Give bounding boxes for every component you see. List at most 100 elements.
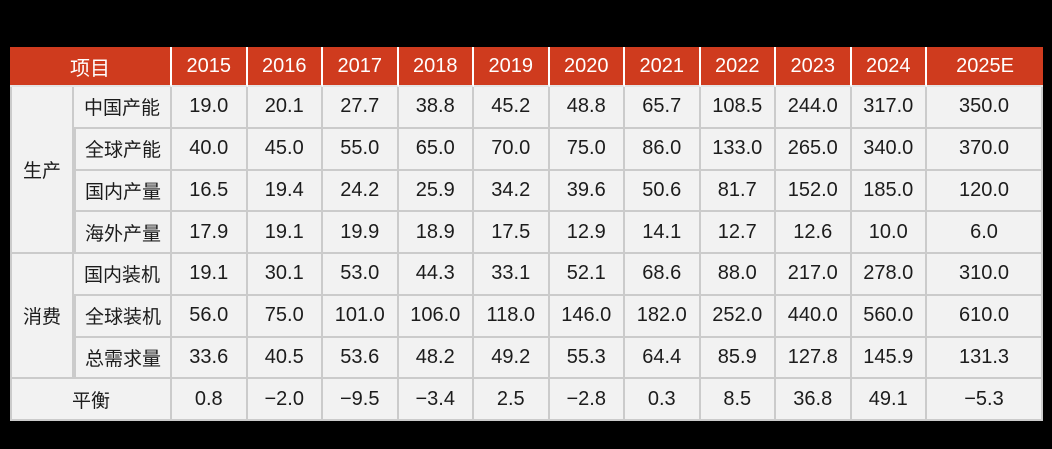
value-cell: 317.0 [851,87,927,129]
value-cell: 55.3 [549,337,625,380]
value-cell: 70.0 [474,128,550,171]
value-cell: 14.1 [625,212,701,254]
year-header-2017: 2017 [323,47,399,87]
value-cell: 39.6 [549,170,625,213]
value-cell: 610.0 [927,295,1043,338]
value-cell: 53.6 [323,337,399,380]
balance-value-cell: −5.3 [927,379,1043,421]
value-cell: 131.3 [927,337,1043,380]
value-cell: 440.0 [776,295,852,338]
value-cell: 133.0 [700,128,776,171]
balance-label: 平衡 [10,379,172,421]
value-cell: 370.0 [927,128,1043,171]
item-column-header: 项目 [10,47,172,87]
value-cell: 30.1 [247,254,323,296]
balance-value-cell: −2.8 [549,379,625,421]
balance-value-cell: −2.0 [247,379,323,421]
value-cell: 12.9 [549,212,625,254]
value-cell: 85.9 [700,337,776,380]
value-cell: 45.0 [247,128,323,171]
year-header-2020: 2020 [549,47,625,87]
balance-row: 平衡 0.8 −2.0 −9.5 −3.4 2.5 −2.8 0.3 8.5 36.8 49.1 −5… [10,379,1043,421]
year-header-2019: 2019 [474,47,550,87]
value-cell: 340.0 [851,128,927,171]
value-cell: 560.0 [851,295,927,338]
value-cell: 27.7 [323,87,399,129]
value-cell: 45.2 [474,87,550,129]
balance-value-cell: 49.1 [851,379,927,421]
balance-value-cell: 36.8 [776,379,852,421]
value-cell: 19.0 [172,87,248,129]
balance-value-cell: −3.4 [398,379,474,421]
value-cell: 65.0 [398,128,474,171]
value-cell: 265.0 [776,128,852,171]
row-label: 中国产能 [74,87,172,129]
table-body: 生产 中国产能 19.0 20.1 27.7 38.8 45.2 48.8 65.7 108.5 2… [10,87,1043,421]
value-cell: 145.9 [851,337,927,380]
value-cell: 146.0 [549,295,625,338]
value-cell: 56.0 [172,295,248,338]
value-cell: 75.0 [549,128,625,171]
value-cell: 19.1 [247,212,323,254]
year-header-2024: 2024 [851,47,927,87]
value-cell: 18.9 [398,212,474,254]
value-cell: 120.0 [927,170,1043,213]
value-cell: 350.0 [927,87,1043,129]
value-cell: 244.0 [776,87,852,129]
year-header-2022: 2022 [700,47,776,87]
value-cell: 38.8 [398,87,474,129]
balance-value-cell: 0.8 [172,379,248,421]
value-cell: 52.1 [549,254,625,296]
value-cell: 278.0 [851,254,927,296]
balance-value-cell: 0.3 [625,379,701,421]
value-cell: 88.0 [700,254,776,296]
value-cell: 64.4 [625,337,701,380]
year-header-2015: 2015 [172,47,248,87]
value-cell: 6.0 [927,212,1043,254]
row-label: 国内装机 [74,254,172,296]
value-cell: 44.3 [398,254,474,296]
value-cell: 53.0 [323,254,399,296]
value-cell: 81.7 [700,170,776,213]
year-header-2023: 2023 [776,47,852,87]
group-cell: 消费 [10,254,74,380]
value-cell: 40.0 [172,128,248,171]
value-cell: 50.6 [625,170,701,213]
value-cell: 108.5 [700,87,776,129]
header-row: 项目 2015 2016 2017 2018 2019 2020 2021 2022 2023 20… [10,47,1043,87]
row-label: 国内产量 [74,170,172,213]
table-row: 总需求量 33.6 40.5 53.6 48.2 49.2 55.3 64.4 85.9 127.… [10,337,1043,380]
year-header-2021: 2021 [625,47,701,87]
group-cell: 生产 [10,87,74,254]
value-cell: 118.0 [474,295,550,338]
row-label: 全球装机 [74,295,172,338]
value-cell: 182.0 [625,295,701,338]
value-cell: 20.1 [247,87,323,129]
table-row: 消费 国内装机 19.1 30.1 53.0 44.3 33.1 52.1 68.6 88.0 21… [10,254,1043,380]
row-label: 总需求量 [74,337,172,380]
value-cell: 17.9 [172,212,248,254]
value-cell: 252.0 [700,295,776,338]
value-cell: 19.1 [172,254,248,296]
supply-demand-table: 项目 2015 2016 2017 2018 2019 2020 2021 2022 2023 20… [10,47,1043,421]
value-cell: 106.0 [398,295,474,338]
value-cell: 19.4 [247,170,323,213]
value-cell: 310.0 [927,254,1043,296]
balance-value-cell: 8.5 [700,379,776,421]
value-cell: 24.2 [323,170,399,213]
value-cell: 25.9 [398,170,474,213]
value-cell: 33.6 [172,337,248,380]
table-row: 全球产能 40.0 45.0 55.0 65.0 70.0 75.0 86.0 133.0 265… [10,128,1043,171]
table-row: 全球装机 56.0 75.0 101.0 106.0 118.0 146.0 182.0 252… [10,295,1043,338]
value-cell: 185.0 [851,170,927,213]
table-row: 海外产量 17.9 19.1 19.9 18.9 17.5 12.9 14.1 12.7 12.6… [10,212,1043,254]
value-cell: 48.2 [398,337,474,380]
value-cell: 86.0 [625,128,701,171]
value-cell: 127.8 [776,337,852,380]
value-cell: 48.8 [549,87,625,129]
value-cell: 152.0 [776,170,852,213]
value-cell: 17.5 [474,212,550,254]
supply-demand-table-wrapper: 项目 2015 2016 2017 2018 2019 2020 2021 2022 2023 20… [10,47,1043,421]
row-label: 海外产量 [74,212,172,254]
value-cell: 10.0 [851,212,927,254]
